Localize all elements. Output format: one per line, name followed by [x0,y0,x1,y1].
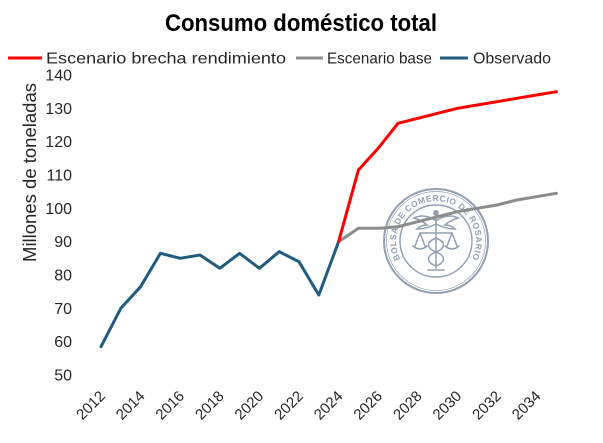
data-point [258,267,261,270]
emblem-left-wing [412,215,437,230]
y-tick-label: 140 [45,68,72,85]
y-tick-label: 130 [45,101,72,118]
data-point [456,107,459,110]
y-tick-label: 80 [54,268,72,285]
data-point [416,117,420,120]
data-point [416,220,420,223]
y-axis-label: Millones de toneladas [19,83,40,262]
x-tick-label: 2012 [73,388,109,424]
x-tick-label: 2024 [311,388,347,424]
x-tick-label: 2018 [192,388,228,424]
data-point [535,195,538,198]
legend-label-observado: Observado [473,51,551,68]
x-tick-label: 2016 [152,388,188,424]
series-line-observado [99,240,341,349]
data-point [119,307,123,310]
x-tick-label: 2014 [113,388,149,424]
data-point [159,252,162,255]
data-point [297,260,301,264]
data-point [475,103,479,107]
data-point [376,147,380,150]
series-line-escenario-base [337,191,558,244]
emblem-left-pan [412,232,428,250]
data-point [357,168,360,172]
data-point [357,227,360,230]
y-tick-label: 60 [54,334,72,351]
legend-label-escenario-brecha-rendimiento: Escenario brecha rendimiento [46,51,286,68]
x-tick-label: 2030 [430,388,466,424]
emblem-right-pan [444,232,460,250]
data-point [317,293,321,297]
data-point [198,253,202,257]
data-point [99,345,103,349]
data-point [555,90,558,93]
y-tick-label: 90 [54,234,72,251]
y-tick-label: 50 [54,368,72,385]
legend-item-escenario-brecha-rendimiento: Escenario brecha rendimiento [8,51,286,68]
data-point [376,227,380,230]
data-point [139,285,142,289]
data-point [515,198,519,202]
legend: Escenario brecha rendimiento Escenario b… [8,51,551,68]
data-point [277,250,281,253]
data-point [456,210,459,213]
data-point [535,93,538,97]
data-point [436,215,439,218]
x-tick-label: 2020 [232,388,268,424]
data-point [238,252,241,255]
data-point [495,100,499,103]
watermark-seal: BOLSA DE COMERCIO DE ROSARIO [383,188,489,294]
data-point [515,97,519,100]
seal-outer-ring-thin [386,191,486,291]
y-tick-label: 110 [46,168,72,185]
data-point [555,192,558,195]
series-layer [99,90,558,349]
legend-item-observado: Observado [440,51,551,68]
seal-inner-ring [399,204,473,278]
y-tick-label: 70 [54,301,72,318]
data-point [396,225,400,228]
x-tick-label: 2034 [509,388,545,424]
data-point [178,257,182,260]
legend-label-escenario-base: Escenario base [327,51,432,68]
data-point [337,240,340,243]
data-point [436,112,439,115]
series-line-escenario-brecha-rendimiento [337,90,558,244]
seal-emblem-caduceus-icon [412,210,460,271]
chart-title: Consumo doméstico total [165,10,437,37]
y-axis-tick-labels: 50 60 70 80 90 100 110 120 130 140 [45,68,72,385]
y-tick-label: 100 [45,201,72,218]
x-tick-label: 2022 [271,388,307,424]
emblem-snake-right [427,237,445,267]
data-point [475,207,479,210]
data-point [396,122,400,125]
data-point [218,267,222,270]
y-tick-label: 120 [45,134,72,151]
series-observado [99,240,341,349]
legend-item-escenario-base: Escenario base [296,51,432,68]
x-tick-label: 2032 [469,388,505,424]
seal-outer-ring [383,188,489,294]
data-point [495,203,499,207]
x-tick-label: 2026 [350,388,386,424]
x-axis-tick-labels: 2012 2014 2016 2018 2020 2022 2024 2026 2028 2030… [73,388,544,424]
x-tick-label: 2028 [390,388,426,424]
emblem-knob [433,210,439,216]
series-escenario-brecha-rendimiento [337,90,558,244]
emblem-right-wing [435,215,460,230]
